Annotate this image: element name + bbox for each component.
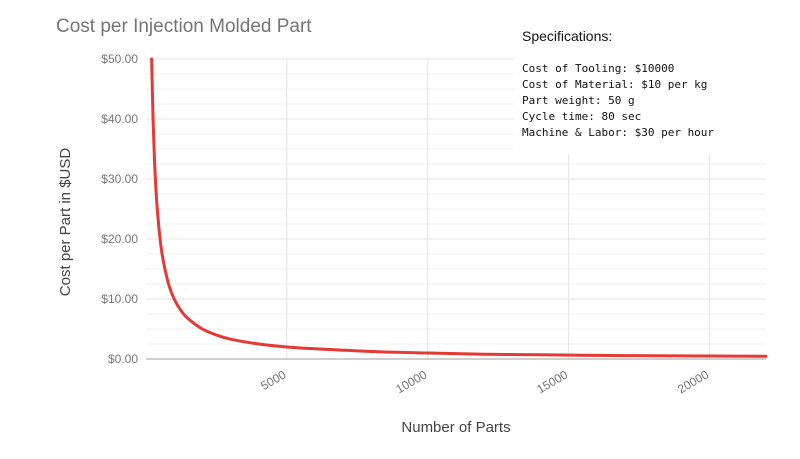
y-axis-ticks: $0.00 $10.00 $20.00 $30.00 $40.00 $50.00 [101,52,138,366]
x-tick-label: 15000 [534,367,570,396]
spec-machine-labor: Machine & Labor: $30 per hour [522,126,715,139]
specifications-title: Specifications: [522,28,613,44]
spec-tooling-cost: Cost of Tooling: $10000 [522,62,675,75]
series-line [150,57,768,358]
chart-title: Cost per Injection Molded Part [56,16,312,37]
y-axis-label: Cost per Part in $USD [57,148,74,297]
y-tick-label: $50.00 [101,52,138,66]
x-axis-label: Number of Parts [401,419,510,436]
y-tick-label: $0.00 [108,352,138,366]
specifications-annotation: Specifications: Cost of Tooling: $10000 … [514,18,776,154]
x-tick-label: 5000 [258,367,288,393]
x-axis-ticks: 5000 10000 15000 20000 [258,367,711,396]
spec-cycle-time: Cycle time: 80 sec [522,110,642,123]
x-tick-label: 20000 [675,367,711,396]
y-tick-label: $40.00 [101,112,138,126]
spec-material-cost: Cost of Material: $10 per kg [522,78,708,91]
y-tick-label: $10.00 [101,292,138,306]
spec-part-weight: Part weight: 50 g [522,94,635,107]
x-tick-label: 10000 [393,367,429,396]
y-tick-label: $20.00 [101,232,138,246]
y-tick-label: $30.00 [101,172,138,186]
